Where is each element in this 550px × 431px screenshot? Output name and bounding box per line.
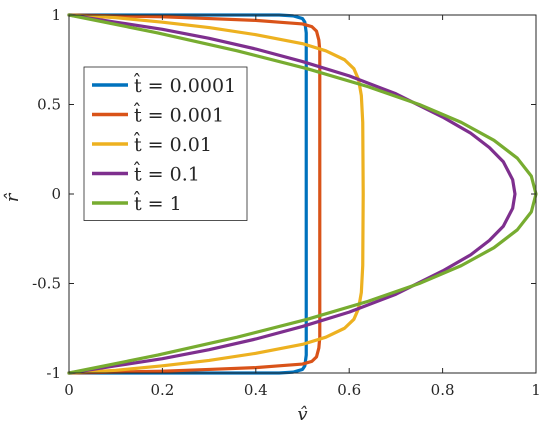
x-tick-label: 1 bbox=[531, 381, 541, 399]
legend-label-2: t̂ = 0.001 bbox=[134, 101, 224, 126]
y-axis-label: r̂ bbox=[2, 192, 23, 202]
x-tick-label: 0.8 bbox=[431, 381, 455, 399]
x-axis-label: v̂ bbox=[297, 404, 307, 425]
y-tick-label: 0 bbox=[51, 185, 61, 203]
legend-label-1: t̂ = 0.0001 bbox=[134, 72, 236, 97]
y-tick-label: -0.5 bbox=[32, 275, 61, 293]
x-tick-label: 0.6 bbox=[337, 381, 361, 399]
y-tick-label: 1 bbox=[51, 6, 61, 24]
legend: t̂ = 0.0001 t̂ = 0.001 t̂ = 0.01 t̂ = 0.1 t̂… bbox=[83, 66, 248, 221]
legend-label-4: t̂ = 0.1 bbox=[134, 160, 200, 185]
y-tick-label: -1 bbox=[46, 364, 61, 382]
series-line-3 bbox=[67, 13, 365, 375]
series-line-4 bbox=[67, 13, 517, 375]
series-line-2 bbox=[67, 13, 322, 375]
x-tick-label: 0.4 bbox=[244, 381, 268, 399]
x-tick-label: 0.2 bbox=[150, 381, 174, 399]
x-tick-label: 0 bbox=[64, 381, 74, 399]
ticks-layer: 0 0.2 0.4 0.6 0.8 1 -1 -0.5 0 0.5 1 bbox=[32, 6, 541, 399]
legend-label-5: t̂ = 1 bbox=[134, 190, 182, 215]
legend-label-3: t̂ = 0.01 bbox=[134, 131, 212, 156]
y-tick-label: 0.5 bbox=[37, 96, 61, 114]
